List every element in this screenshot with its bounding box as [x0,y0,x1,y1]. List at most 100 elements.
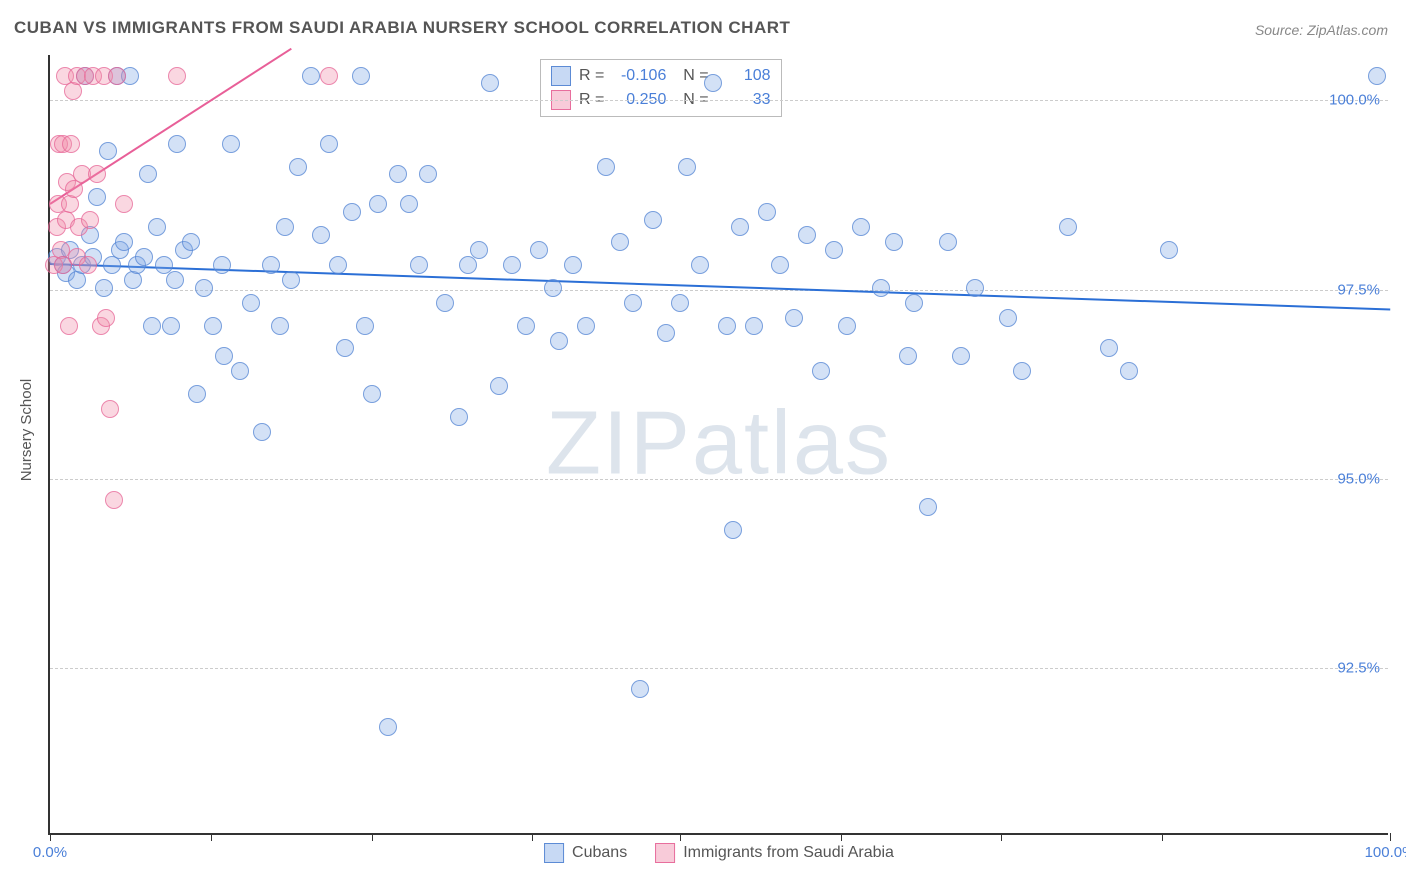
y-axis-label: Nursery School [18,379,35,482]
scatter-point [88,165,106,183]
ytick-label: 100.0% [1329,92,1380,109]
ytick-label: 92.5% [1337,660,1380,677]
legend-label-saudi: Immigrants from Saudi Arabia [683,844,894,862]
scatter-point [329,256,347,274]
xtick [372,833,373,841]
scatter-point [369,195,387,213]
grid-line [50,479,1388,480]
scatter-point [81,211,99,229]
legend-label-cubans: Cubans [572,844,627,862]
scatter-point [282,271,300,289]
xtick-label: 100.0% [1365,844,1406,861]
scatter-point [999,309,1017,327]
scatter-point [631,680,649,698]
scatter-point [731,218,749,236]
grid-line [50,290,1388,291]
legend-item-cubans: Cubans [544,843,627,863]
scatter-point [1100,339,1118,357]
scatter-point [852,218,870,236]
scatter-point [289,158,307,176]
scatter-point [885,233,903,251]
scatter-point [905,294,923,312]
swatch-pink-icon [655,843,675,863]
scatter-point [490,377,508,395]
xtick [680,833,681,841]
scatter-point [108,67,126,85]
scatter-point [389,165,407,183]
scatter-point [168,67,186,85]
scatter-point [148,218,166,236]
scatter-point [771,256,789,274]
scatter-point [320,135,338,153]
scatter-point [450,408,468,426]
scatter-point [215,347,233,365]
source-attribution: Source: ZipAtlas.com [1255,22,1388,38]
xtick [211,833,212,841]
scatter-point [611,233,629,251]
xtick [50,833,51,841]
scatter-point [79,256,97,274]
scatter-point [745,317,763,335]
scatter-point [564,256,582,274]
scatter-point [195,279,213,297]
scatter-point [95,279,113,297]
ytick-label: 97.5% [1337,281,1380,298]
scatter-point [1160,241,1178,259]
scatter-point [262,256,280,274]
scatter-point [577,317,595,335]
scatter-point [166,271,184,289]
legend-stats-row-cubans: R = -0.106 N = 108 [551,64,771,88]
scatter-point [678,158,696,176]
xtick [1162,833,1163,841]
ytick-label: 95.0% [1337,471,1380,488]
xtick [1001,833,1002,841]
scatter-point [168,135,186,153]
scatter-point [88,188,106,206]
scatter-point [115,233,133,251]
r-label: R = [579,67,604,85]
scatter-point [419,165,437,183]
scatter-point [320,67,338,85]
swatch-blue-icon [544,843,564,863]
scatter-point [517,317,535,335]
scatter-point [939,233,957,251]
scatter-point [503,256,521,274]
scatter-point [481,74,499,92]
scatter-point [213,256,231,274]
scatter-point [379,718,397,736]
scatter-point [691,256,709,274]
scatter-point [952,347,970,365]
scatter-point [222,135,240,153]
scatter-point [544,279,562,297]
scatter-point [470,241,488,259]
xtick-label: 0.0% [33,844,67,861]
scatter-point [97,309,115,327]
xtick [1390,833,1391,841]
scatter-point [825,241,843,259]
scatter-point [64,82,82,100]
scatter-point [597,158,615,176]
legend-stats-box: R = -0.106 N = 108 R = 0.250 N = 33 [540,59,782,117]
scatter-point [1059,218,1077,236]
scatter-point [231,362,249,380]
scatter-point [60,317,78,335]
scatter-point [135,248,153,266]
scatter-point [105,491,123,509]
scatter-point [724,521,742,539]
grid-line [50,100,1388,101]
scatter-point [624,294,642,312]
scatter-point [162,317,180,335]
scatter-point [758,203,776,221]
r-value-cubans: -0.106 [612,67,666,85]
scatter-point [436,294,454,312]
n-value-cubans: 108 [717,67,771,85]
scatter-point [143,317,161,335]
scatter-point [242,294,260,312]
plot-area: ZIPatlas R = -0.106 N = 108 R = 0.250 N … [48,55,1388,835]
scatter-point [838,317,856,335]
legend-item-saudi: Immigrants from Saudi Arabia [655,843,894,863]
scatter-point [139,165,157,183]
scatter-point [798,226,816,244]
scatter-point [182,233,200,251]
scatter-point [899,347,917,365]
